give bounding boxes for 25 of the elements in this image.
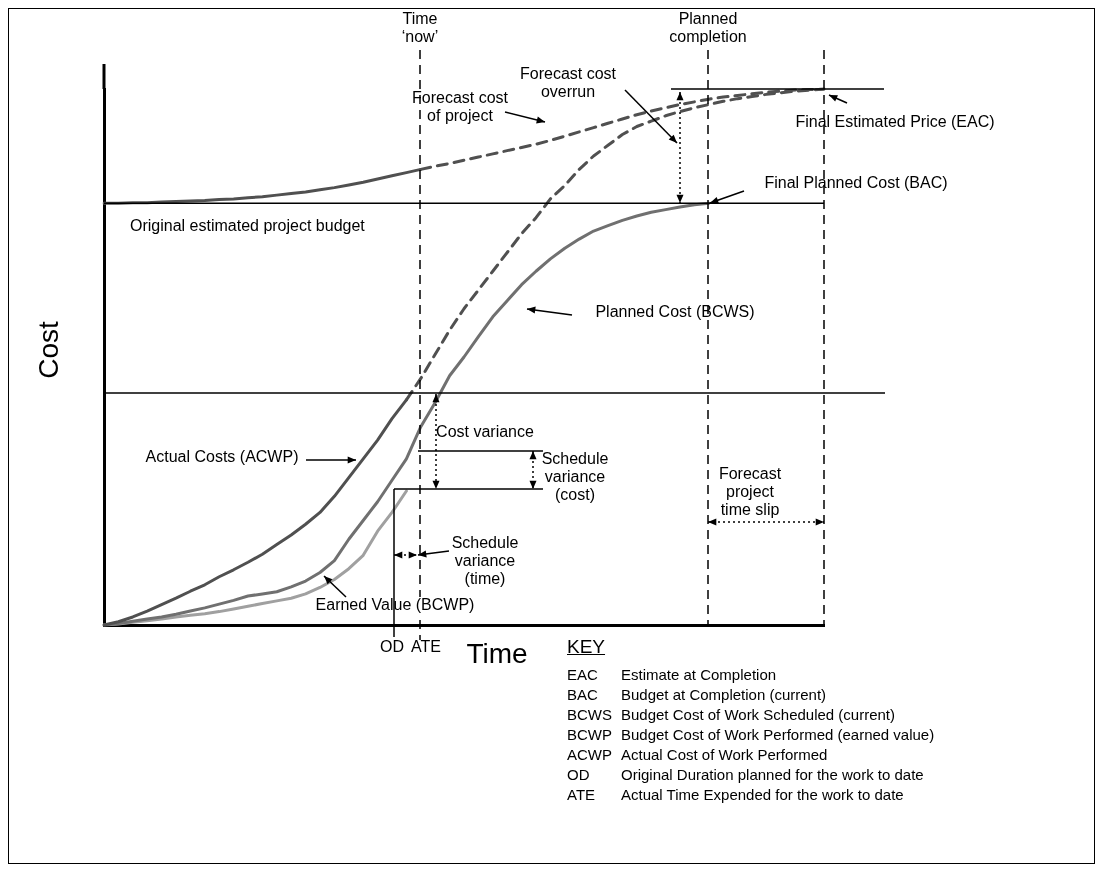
annotation: Cost variance: [436, 423, 535, 441]
text: OD: [380, 638, 404, 656]
annotation: Forecast cost of project: [411, 89, 509, 125]
text: KEY: [567, 636, 607, 657]
annotation: Actual Costs (ACWP): [145, 448, 299, 466]
text: Time ‘now’: [401, 10, 439, 46]
ref-line-label: Original estimated project budget: [130, 216, 366, 234]
annotation: Forecast cost overrun: [519, 65, 617, 101]
annotation: Final Estimated Price (EAC): [795, 113, 995, 131]
text: BCWP Budget Cost of Work Performed (earned value): [567, 725, 935, 745]
y-axis-title: Cost: [32, 321, 64, 379]
text: Planned completion: [669, 10, 747, 46]
text: BCWS Budget Cost of Work Scheduled (current): [567, 705, 896, 725]
x-axis-title: Time: [466, 637, 528, 669]
text: ATE Actual Time Expended for the work to date: [567, 786, 904, 803]
text: ACWP Actual Cost of Work Performed: [567, 745, 828, 765]
text: OD Original Duration planned for the work to date: [567, 766, 924, 783]
text: BAC Budget at Completion (current): [567, 686, 827, 703]
annotation: Forecast project time slip: [718, 465, 782, 519]
text: EAC Estimate at Completion: [567, 666, 777, 683]
annotation: Final Planned Cost (BAC): [764, 174, 948, 192]
annotation: Schedule variance (cost): [541, 450, 609, 504]
annotation: Schedule variance (time): [451, 534, 519, 588]
annotation: Planned Cost (BCWS): [595, 303, 755, 321]
text: ATE: [411, 638, 441, 656]
